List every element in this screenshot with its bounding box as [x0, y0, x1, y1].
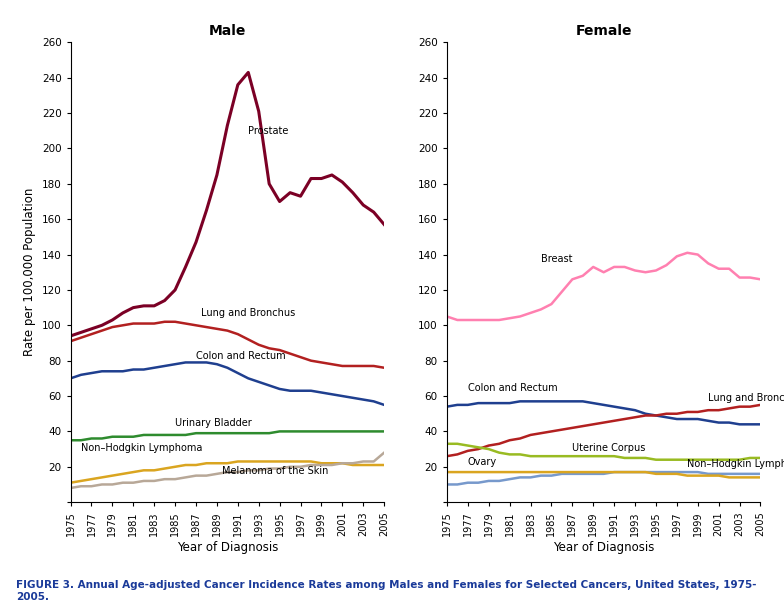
Text: Colon and Rectum: Colon and Rectum [468, 383, 557, 393]
Text: Ovary: Ovary [468, 457, 497, 467]
Text: Non–Hodgkin Lymphoma: Non–Hodgkin Lymphoma [81, 443, 202, 453]
Text: Melanoma of the Skin: Melanoma of the Skin [222, 466, 328, 476]
Y-axis label: Rate per 100,000 Population: Rate per 100,000 Population [24, 188, 36, 356]
Text: Lung and Bronchus: Lung and Bronchus [708, 393, 784, 404]
Title: Male: Male [209, 24, 246, 38]
Text: Urinary Bladder: Urinary Bladder [175, 418, 252, 428]
X-axis label: Year of Diagnosis: Year of Diagnosis [553, 541, 655, 555]
Title: Female: Female [575, 24, 632, 38]
X-axis label: Year of Diagnosis: Year of Diagnosis [176, 541, 278, 555]
Text: Prostate: Prostate [249, 126, 289, 136]
Text: Uterine Corpus: Uterine Corpus [572, 443, 646, 453]
Text: Lung and Bronchus: Lung and Bronchus [201, 309, 296, 318]
Text: FIGURE 3. Annual Age-adjusted Cancer Incidence Rates among Males and Females for: FIGURE 3. Annual Age-adjusted Cancer Inc… [16, 580, 757, 602]
Text: Non–Hodgkin Lymphoma: Non–Hodgkin Lymphoma [688, 459, 784, 469]
Text: Breast: Breast [541, 253, 572, 264]
Text: Colon and Rectum: Colon and Rectum [196, 351, 285, 361]
